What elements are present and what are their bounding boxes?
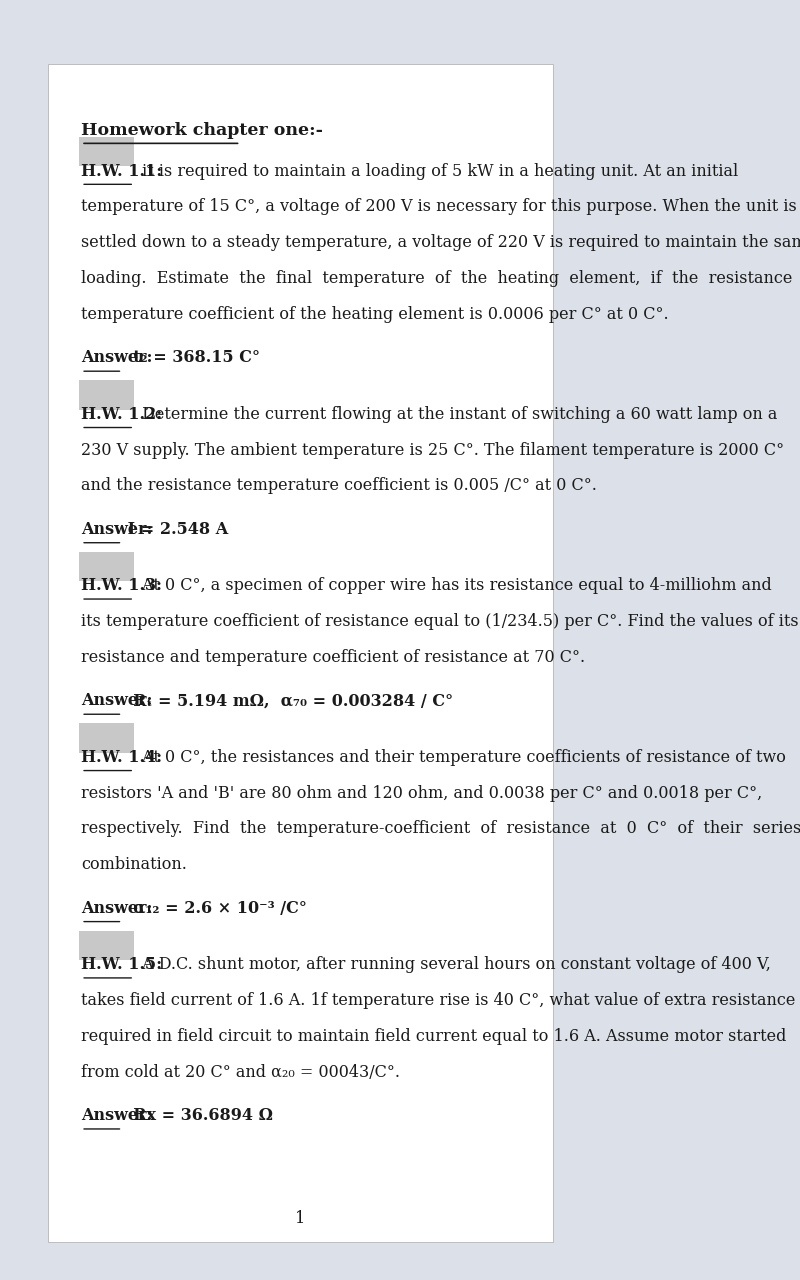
FancyBboxPatch shape [48, 64, 553, 1242]
Text: Answer:: Answer: [81, 900, 153, 916]
Text: respectively.  Find  the  temperature-coefficient  of  resistance  at  0  C°  of: respectively. Find the temperature-coeff… [81, 820, 800, 837]
FancyBboxPatch shape [79, 380, 134, 410]
Text: H.W. 1.2:: H.W. 1.2: [81, 406, 162, 422]
Text: H.W. 1.5:: H.W. 1.5: [81, 956, 162, 973]
Text: combination.: combination. [81, 856, 187, 873]
Text: required in field circuit to maintain field current equal to 1.6 A. Assume motor: required in field circuit to maintain fi… [81, 1028, 786, 1044]
Text: and the resistance temperature coefficient is 0.005 /C° at 0 C°.: and the resistance temperature coefficie… [81, 477, 597, 494]
Text: Answer:: Answer: [81, 1107, 153, 1124]
Text: Answer:: Answer: [81, 692, 153, 709]
Text: At 0 C°, a specimen of copper wire has its resistance equal to 4-milliohm and: At 0 C°, a specimen of copper wire has i… [137, 577, 771, 594]
Text: temperature coefficient of the heating element is 0.0006 per C° at 0 C°.: temperature coefficient of the heating e… [81, 306, 669, 323]
Text: At 0 C°, the resistances and their temperature coefficients of resistance of two: At 0 C°, the resistances and their tempe… [137, 749, 786, 765]
Text: H.W. 1.3:: H.W. 1.3: [81, 577, 162, 594]
FancyBboxPatch shape [79, 137, 134, 166]
Text: 230 V supply. The ambient temperature is 25 C°. The filament temperature is 2000: 230 V supply. The ambient temperature is… [81, 442, 784, 458]
FancyBboxPatch shape [79, 931, 134, 960]
Text: Determine the current flowing at the instant of switching a 60 watt lamp on a: Determine the current flowing at the ins… [137, 406, 777, 422]
Text: temperature of 15 C°, a voltage of 200 V is necessary for this purpose. When the: temperature of 15 C°, a voltage of 200 V… [81, 198, 797, 215]
Text: Answer:: Answer: [81, 521, 153, 538]
Text: A D.C. shunt motor, after running several hours on constant voltage of 400 V,: A D.C. shunt motor, after running severa… [137, 956, 770, 973]
Text: Homework chapter one:-: Homework chapter one:- [81, 122, 323, 138]
FancyBboxPatch shape [79, 552, 134, 581]
Text: loading.  Estimate  the  final  temperature  of  the  heating  element,  if  the: loading. Estimate the final temperature … [81, 270, 793, 287]
Text: Rₜ = 5.194 mΩ,  α₇₀ = 0.003284 / C°: Rₜ = 5.194 mΩ, α₇₀ = 0.003284 / C° [122, 692, 454, 709]
Text: H.W. 1.1:: H.W. 1.1: [81, 163, 162, 179]
Text: from cold at 20 C° and α₂₀ = 00043/C°.: from cold at 20 C° and α₂₀ = 00043/C°. [81, 1064, 400, 1080]
Text: its temperature coefficient of resistance equal to (1/234.5) per C°. Find the va: its temperature coefficient of resistanc… [81, 613, 798, 630]
Text: takes field current of 1.6 A. 1f temperature rise is 40 C°, what value of extra : takes field current of 1.6 A. 1f tempera… [81, 992, 800, 1009]
Text: settled down to a steady temperature, a voltage of 220 V is required to maintain: settled down to a steady temperature, a … [81, 234, 800, 251]
Text: Rx = 36.6894 Ω: Rx = 36.6894 Ω [122, 1107, 274, 1124]
Text: resistance and temperature coefficient of resistance at 70 C°.: resistance and temperature coefficient o… [81, 649, 586, 666]
Text: it is required to maintain a loading of 5 kW in a heating unit. At an initial: it is required to maintain a loading of … [137, 163, 738, 179]
Text: α₁₂ = 2.6 × 10⁻³ /C°: α₁₂ = 2.6 × 10⁻³ /C° [122, 900, 307, 916]
Text: 1: 1 [295, 1210, 306, 1226]
Text: Answer:: Answer: [81, 349, 153, 366]
FancyBboxPatch shape [79, 723, 134, 753]
Text: resistors 'A and 'B' are 80 ohm and 120 ohm, and 0.0038 per C° and 0.0018 per C°: resistors 'A and 'B' are 80 ohm and 120 … [81, 785, 762, 801]
Text: I = 2.548 A: I = 2.548 A [122, 521, 229, 538]
Text: H.W. 1.4:: H.W. 1.4: [81, 749, 162, 765]
Text: t₂ = 368.15 C°: t₂ = 368.15 C° [122, 349, 260, 366]
